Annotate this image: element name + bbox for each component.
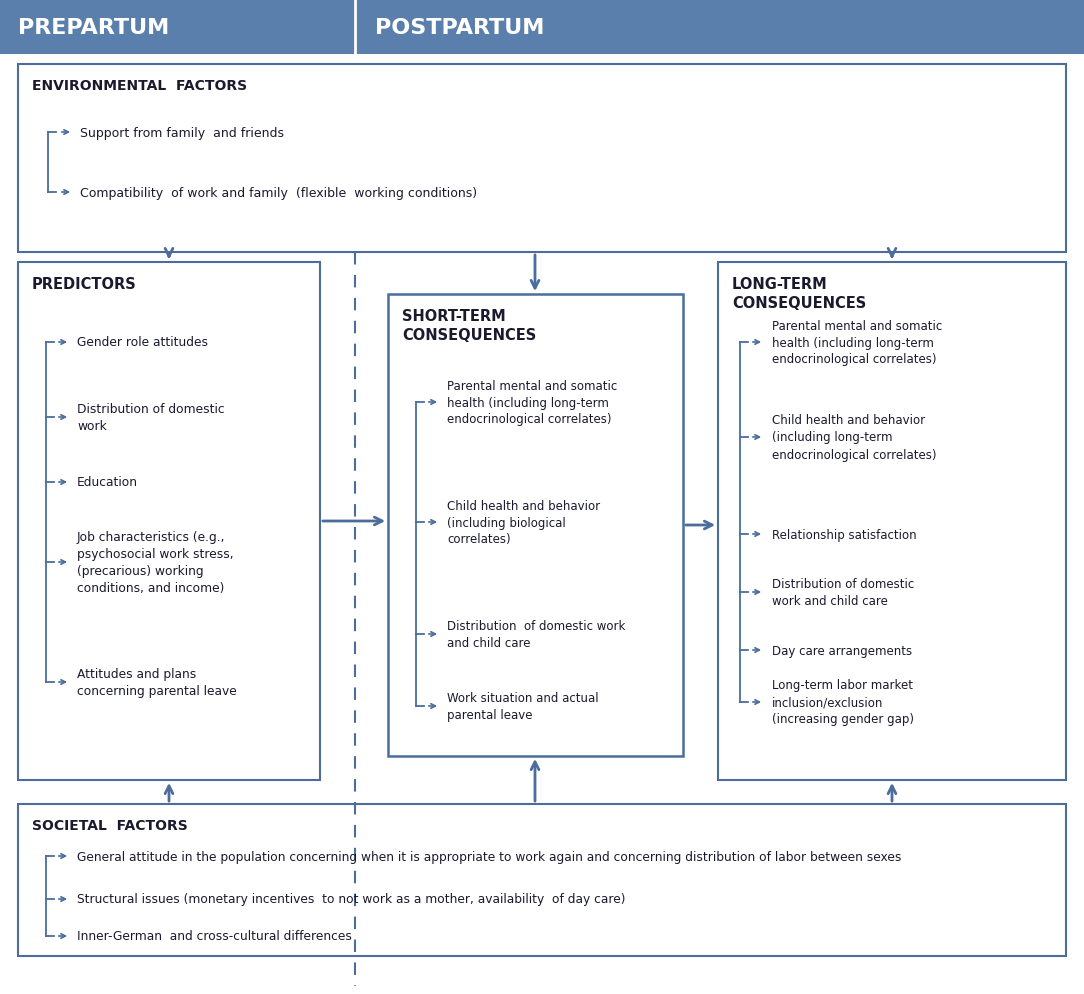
- Text: ENVIRONMENTAL  FACTORS: ENVIRONMENTAL FACTORS: [33, 79, 247, 92]
- Text: PREDICTORS: PREDICTORS: [33, 276, 137, 291]
- Bar: [0, 0, 1084, 55]
- Text: SOCIETAL  FACTORS: SOCIETAL FACTORS: [33, 818, 188, 832]
- Bar: [718, 262, 1066, 780]
- Text: Structural issues (monetary incentives  to not work as a mother, availability  o: Structural issues (monetary incentives t…: [77, 893, 625, 906]
- Text: LONG-TERM
CONSEQUENCES: LONG-TERM CONSEQUENCES: [732, 276, 866, 310]
- Bar: [18, 65, 1066, 252]
- Text: Job characteristics (e.g.,
psychosocial work stress,
(precarious) working
condit: Job characteristics (e.g., psychosocial …: [77, 531, 234, 594]
- Text: Long-term labor market
inclusion/exclusion
(increasing gender gap): Long-term labor market inclusion/exclusi…: [772, 679, 914, 726]
- Text: General attitude in the population concerning when it is appropriate to work aga: General attitude in the population conce…: [77, 850, 902, 863]
- Text: Child health and behavior
(including biological
correlates): Child health and behavior (including bio…: [447, 499, 601, 546]
- Text: Distribution  of domestic work
and child care: Distribution of domestic work and child …: [447, 619, 625, 649]
- Text: Day care arrangements: Day care arrangements: [772, 644, 912, 657]
- Text: Support from family  and friends: Support from family and friends: [80, 126, 284, 139]
- Text: PREPARTUM: PREPARTUM: [18, 18, 169, 38]
- Bar: [18, 262, 320, 780]
- Text: Relationship satisfaction: Relationship satisfaction: [772, 528, 917, 541]
- Text: Attitudes and plans
concerning parental leave: Attitudes and plans concerning parental …: [77, 667, 236, 698]
- Text: Education: Education: [77, 476, 138, 489]
- Text: Compatibility  of work and family  (flexible  working conditions): Compatibility of work and family (flexib…: [80, 186, 477, 200]
- Text: Work situation and actual
parental leave: Work situation and actual parental leave: [447, 691, 598, 722]
- Text: Parental mental and somatic
health (including long-term
endocrinological correla: Parental mental and somatic health (incl…: [447, 379, 617, 426]
- Text: Distribution of domestic
work and child care: Distribution of domestic work and child …: [772, 578, 914, 607]
- Text: Parental mental and somatic
health (including long-term
endocrinological correla: Parental mental and somatic health (incl…: [772, 319, 942, 366]
- Bar: [18, 804, 1066, 956]
- Text: Gender role attitudes: Gender role attitudes: [77, 336, 208, 349]
- Text: SHORT-TERM
CONSEQUENCES: SHORT-TERM CONSEQUENCES: [402, 309, 537, 342]
- Text: Child health and behavior
(including long-term
endocrinological correlates): Child health and behavior (including lon…: [772, 414, 937, 461]
- Bar: [388, 294, 683, 756]
- Text: Inner-German  and cross-cultural differences: Inner-German and cross-cultural differen…: [77, 929, 352, 942]
- Text: POSTPARTUM: POSTPARTUM: [375, 18, 544, 38]
- Text: Distribution of domestic
work: Distribution of domestic work: [77, 403, 224, 432]
